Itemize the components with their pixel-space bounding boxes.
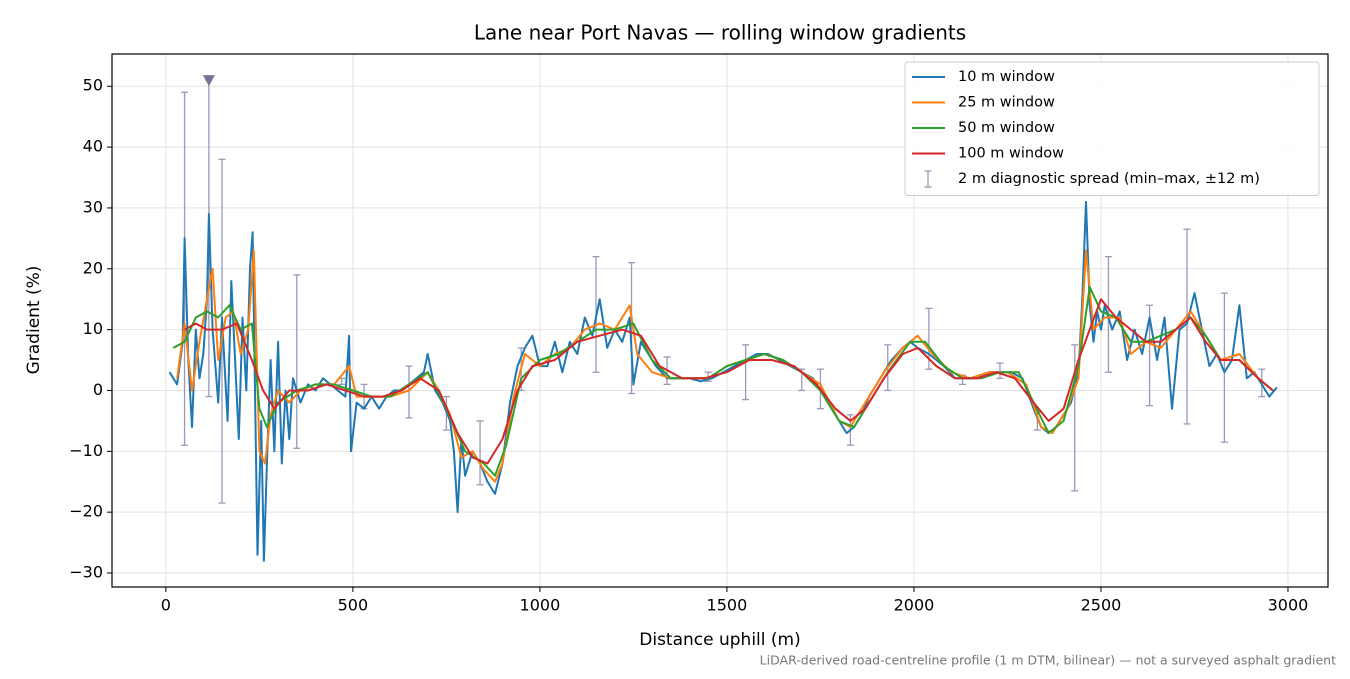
legend-label: 2 m diagnostic spread (min–max, ±12 m) bbox=[958, 171, 1260, 187]
legend-box bbox=[904, 61, 1320, 196]
clip-marker bbox=[202, 75, 215, 87]
x-tick-label: 2500 bbox=[1081, 596, 1122, 615]
legend-label: 25 m window bbox=[958, 95, 1055, 111]
series-line bbox=[176, 249, 1274, 483]
y-tick-label: −30 bbox=[69, 563, 103, 582]
x-tick-label: 0 bbox=[161, 596, 171, 615]
y-tick-label: 20 bbox=[83, 258, 103, 277]
y-tick-label: 0 bbox=[93, 380, 103, 399]
legend-label: 100 m window bbox=[958, 146, 1064, 162]
x-tick-label: 1500 bbox=[707, 596, 748, 615]
x-tick-label: 1000 bbox=[520, 596, 561, 615]
legend-label: 50 m window bbox=[958, 120, 1055, 136]
x-axis-label: Distance uphill (m) bbox=[639, 630, 800, 650]
series-line bbox=[184, 298, 1274, 465]
x-tick-label: 3000 bbox=[1268, 596, 1309, 615]
y-tick-label: 40 bbox=[83, 137, 103, 156]
y-tick-label: 30 bbox=[83, 197, 103, 216]
footnote: LiDAR-derived road-centreline profile (1… bbox=[760, 653, 1336, 668]
chart-title: Lane near Port Navas — rolling window gr… bbox=[474, 21, 966, 45]
y-axis-label: Gradient (%) bbox=[24, 266, 44, 375]
y-tick-label: −20 bbox=[69, 502, 103, 521]
x-tick-label: 2000 bbox=[894, 596, 935, 615]
x-tick-label: 500 bbox=[338, 596, 369, 615]
series-line bbox=[168, 200, 1278, 562]
plot-frame bbox=[111, 53, 1329, 588]
y-tick-label: 10 bbox=[83, 319, 103, 338]
y-tick-label: −10 bbox=[69, 441, 103, 460]
y-tick-label: 50 bbox=[83, 76, 103, 95]
legend-label: 10 m window bbox=[958, 69, 1055, 85]
